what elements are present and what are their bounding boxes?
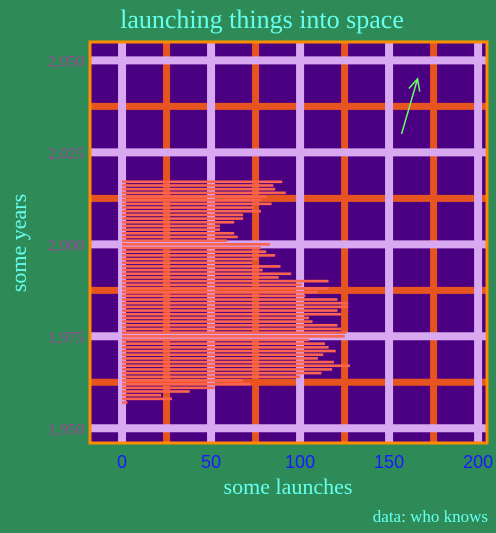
bar	[122, 368, 333, 371]
bar	[122, 379, 244, 382]
bar	[122, 279, 329, 283]
x-tick-label: 50	[201, 452, 221, 472]
bar	[122, 353, 324, 357]
bar	[122, 228, 220, 231]
panel-border	[88, 40, 489, 445]
bar	[122, 371, 322, 375]
bar	[122, 213, 244, 217]
bar	[122, 198, 261, 202]
bar	[122, 217, 244, 220]
annotation-arrow	[400, 78, 419, 135]
bar	[122, 342, 325, 345]
bar	[122, 254, 276, 257]
bar	[122, 231, 235, 235]
x-tick-label: 0	[117, 452, 127, 472]
bar	[122, 220, 235, 224]
bar	[122, 257, 258, 261]
y-tick-label: 2,025	[48, 145, 84, 162]
bar	[122, 349, 336, 353]
bar	[122, 250, 267, 254]
plot-panel	[88, 40, 489, 445]
y-tick-label: 1,975	[48, 329, 84, 346]
bar	[122, 235, 238, 239]
bar	[122, 272, 292, 276]
bar	[122, 401, 128, 404]
bar	[122, 202, 272, 206]
bar	[122, 224, 220, 228]
bar	[122, 316, 309, 320]
x-axis-label: some launches	[224, 474, 353, 499]
bar	[122, 334, 345, 338]
bar	[122, 320, 313, 323]
bar	[122, 243, 270, 246]
x-tick-label: 150	[374, 452, 404, 472]
bar	[122, 187, 276, 191]
bar	[122, 276, 279, 279]
bar	[122, 268, 263, 272]
bar	[122, 290, 318, 294]
bar	[122, 386, 215, 390]
x-tick-label: 200	[463, 452, 493, 472]
bar	[122, 195, 267, 198]
bar	[122, 305, 349, 309]
bar	[122, 338, 309, 342]
bar	[122, 298, 338, 301]
bar	[122, 393, 162, 397]
bar	[122, 265, 281, 268]
bar	[122, 191, 286, 195]
bar	[122, 294, 306, 298]
bar	[122, 246, 261, 250]
x-tick-label: 100	[285, 452, 315, 472]
bar	[122, 209, 261, 213]
bar	[122, 327, 342, 331]
bar	[122, 375, 301, 379]
bar	[122, 312, 342, 316]
bar	[122, 239, 228, 242]
bar	[122, 397, 172, 401]
bar	[122, 180, 283, 184]
chart-title: launching things into space	[120, 5, 404, 34]
bar	[122, 390, 190, 393]
bar	[122, 261, 253, 265]
bar	[122, 309, 338, 312]
bar	[122, 301, 349, 305]
y-tick-label: 2,050	[48, 53, 84, 70]
bar	[122, 382, 251, 386]
bar	[122, 331, 347, 334]
bar	[122, 206, 254, 209]
bar	[122, 283, 302, 287]
bar	[122, 346, 329, 349]
bar	[122, 287, 329, 290]
annotation-arrow-head	[408, 77, 421, 92]
caption: data: who knows	[373, 507, 488, 526]
bar	[122, 323, 338, 327]
bar	[122, 184, 274, 187]
bar	[122, 360, 334, 364]
y-tick-label: 1,950	[48, 421, 84, 438]
y-tick-label: 2,000	[48, 237, 84, 254]
y-axis-label: some years	[6, 194, 31, 292]
bar	[122, 357, 318, 360]
bar	[122, 364, 350, 368]
